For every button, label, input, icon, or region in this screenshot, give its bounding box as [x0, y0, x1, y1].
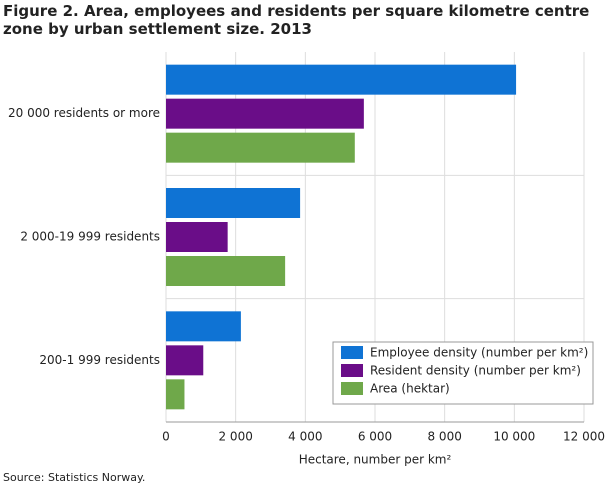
- legend-label: Resident density (number per km²): [370, 364, 581, 378]
- legend-label: Area (hektar): [370, 382, 450, 396]
- x-tick-label: 0: [162, 430, 170, 444]
- bar: [166, 256, 286, 286]
- bar: [166, 222, 228, 252]
- bar: [166, 311, 241, 342]
- chart-title: Figure 2. Area, employees and residents …: [3, 2, 590, 38]
- bar: [166, 98, 364, 129]
- legend-label: Employee density (number per km²): [370, 346, 588, 360]
- x-axis-label: Hectare, number per km²: [299, 453, 452, 467]
- x-tick-label: 4 000: [288, 430, 322, 444]
- legend-swatch: [341, 382, 363, 395]
- bar: [166, 188, 301, 218]
- y-tick-label: 200-1 999 residents: [39, 353, 160, 367]
- x-tick-label: 8 000: [427, 430, 461, 444]
- bar: [166, 132, 355, 163]
- bar: [166, 64, 517, 95]
- x-tick-label: 10 000: [493, 430, 535, 444]
- x-tick-label: 6 000: [358, 430, 392, 444]
- source: Source: Statistics Norway.: [3, 471, 145, 484]
- legend-box: [332, 341, 594, 405]
- legend-swatch: [341, 346, 363, 359]
- bar: [166, 379, 185, 410]
- bar: [166, 345, 204, 376]
- x-tick-label: 12 000: [563, 430, 605, 444]
- y-tick-label: 2 000-19 999 residents: [20, 230, 160, 244]
- x-tick-label: 2 000: [218, 430, 252, 444]
- legend-swatch: [341, 364, 363, 377]
- y-tick-label: 20 000 residents or more: [8, 106, 160, 120]
